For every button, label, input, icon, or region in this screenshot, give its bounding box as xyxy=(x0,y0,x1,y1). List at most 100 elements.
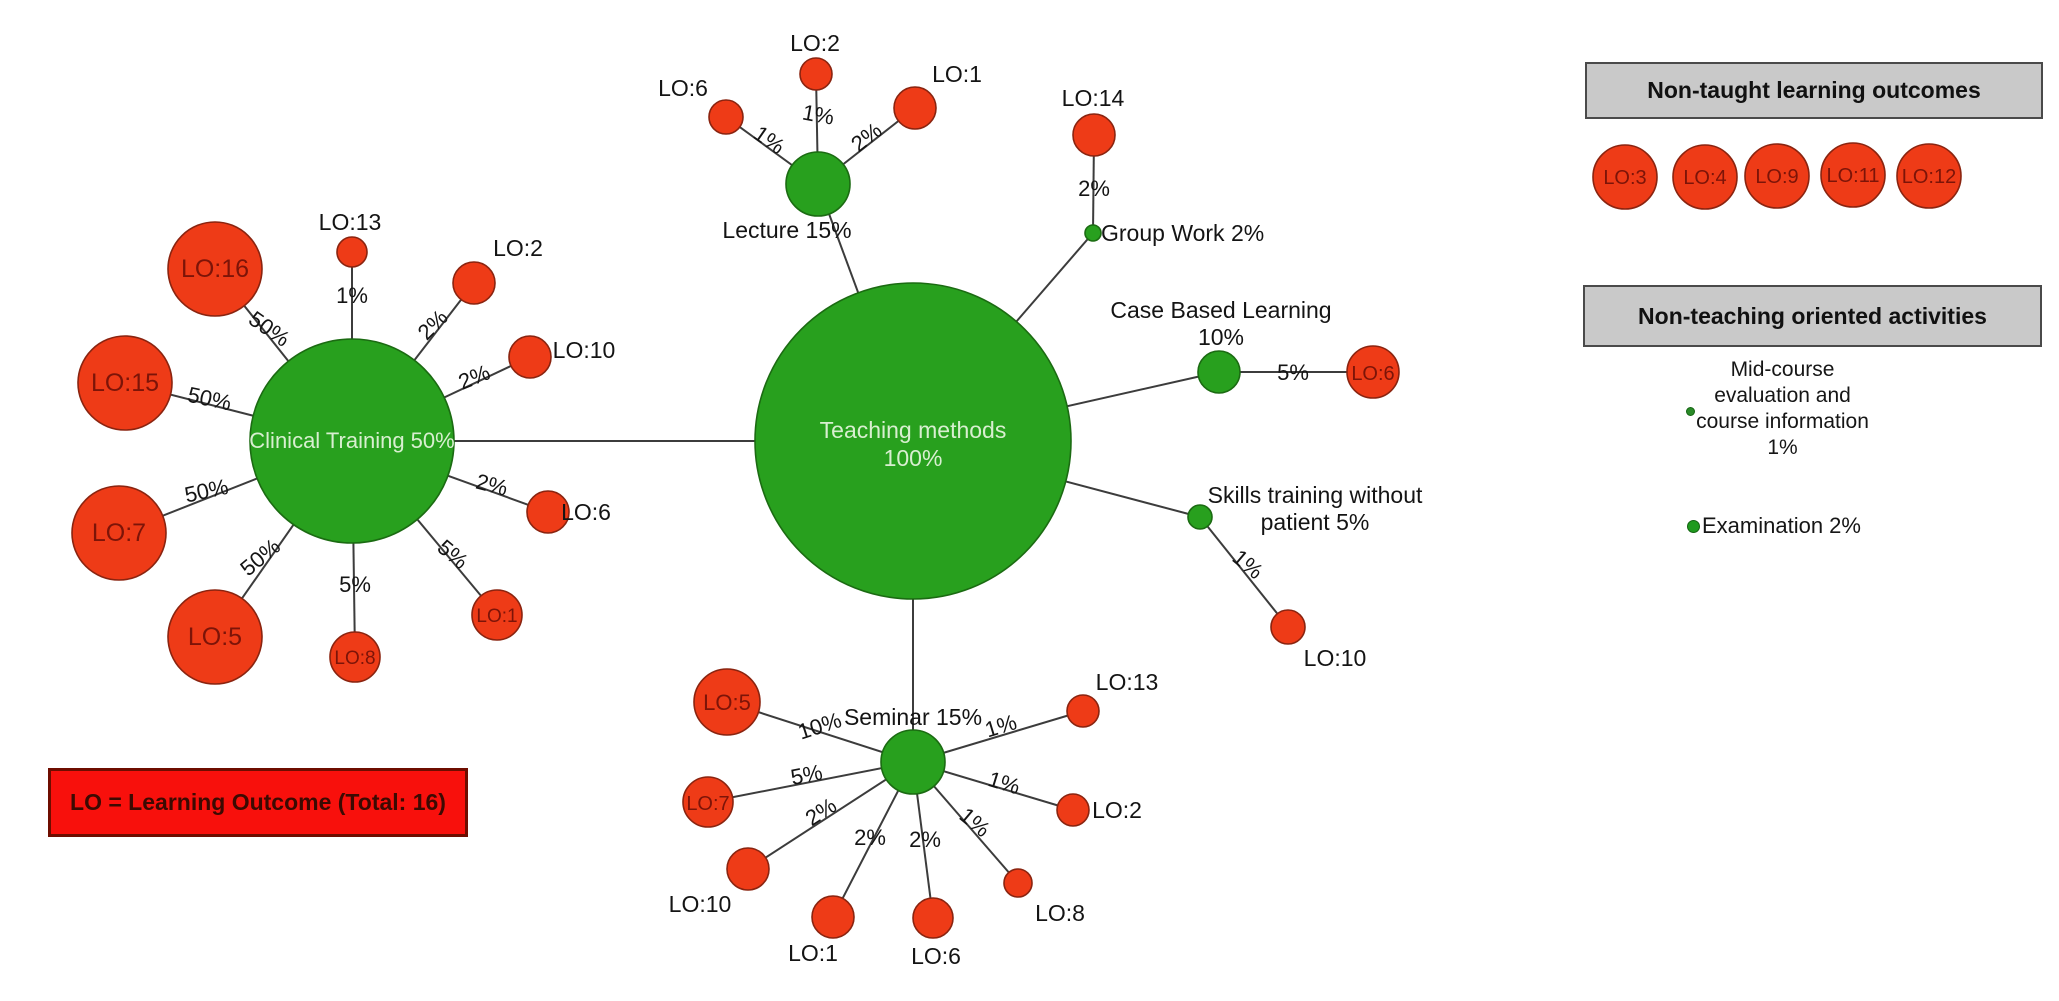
edge-percent-label-lecture-le2: 1% xyxy=(800,100,836,130)
node-ext-label-lecture: Lecture 15% xyxy=(722,217,851,243)
non-taught-circle-label-LO:4: LO:4 xyxy=(1683,167,1726,189)
edge-percent-label-clinical-cl13: 1% xyxy=(336,283,368,308)
edge-percent-label-clinical-cl2: 2% xyxy=(413,305,453,345)
node-circle-se7 xyxy=(682,776,734,828)
non-taught-circle-label-LO:11: LO:11 xyxy=(1827,165,1880,187)
node-ext-label-gw14: LO:14 xyxy=(1062,85,1125,111)
node-ext-label-se2: LO:2 xyxy=(1092,797,1142,823)
node-ext-label-se13: LO:13 xyxy=(1096,669,1159,695)
edge-skills-sk10 xyxy=(1199,516,1289,628)
non-taught-outcomes-title: Non-taught learning outcomes xyxy=(1647,77,1981,103)
lo-legend-text: LO = Learning Outcome (Total: 16) xyxy=(70,789,446,815)
node-circle-se1 xyxy=(811,895,855,939)
node-circle-casebased xyxy=(1197,350,1241,394)
edge-percent-label-seminar-se7: 5% xyxy=(789,759,825,790)
mid-course-line-2: evaluation and xyxy=(1714,384,1851,407)
node-ext-label-cl10: LO:10 xyxy=(553,337,616,363)
mid-course-evaluation-dot-icon xyxy=(1686,407,1695,416)
non-taught-outcomes-header: Non-taught learning outcomes xyxy=(1585,62,2043,119)
mid-course-line-1: Mid-course xyxy=(1730,358,1835,381)
node-ext-label-se6: LO:6 xyxy=(911,943,961,969)
node-ext-label-casebased: Case Based Learning 10% xyxy=(1110,297,1331,350)
edge-seminar-se7 xyxy=(707,761,914,803)
edge-percent-label-clinical-cl8: 5% xyxy=(339,572,371,597)
node-circle-groupwork xyxy=(1084,224,1102,242)
edge-percent-label-casebased-cb6: 5% xyxy=(1277,360,1309,385)
node-circle-cl7 xyxy=(71,485,167,581)
node-circle-cb6 xyxy=(1346,345,1400,399)
node-ext-label-seminar: Seminar 15% xyxy=(844,704,982,730)
mid-course-evaluation-item: Mid-course evaluation and course informa… xyxy=(1660,357,1905,461)
edge-percent-label-skills-sk10: 1% xyxy=(1228,544,1268,584)
node-circle-clinical xyxy=(249,338,455,544)
non-taught-circle-LO:11 xyxy=(1820,142,1886,208)
examination-dot-icon xyxy=(1687,520,1700,533)
node-circle-cl8 xyxy=(329,631,381,683)
edge-percent-label-seminar-se8: 1% xyxy=(955,802,995,842)
edge-percent-label-clinical-cl16: 50% xyxy=(244,306,294,352)
non-taught-circle-LO:3 xyxy=(1592,144,1658,210)
node-circle-sk10 xyxy=(1270,609,1306,645)
edge-percent-label-seminar-se10: 2% xyxy=(801,793,841,831)
node-inside-label-cl1: LO:1 xyxy=(476,606,517,627)
node-inside-label-cl5: LO:5 xyxy=(188,623,242,651)
edge-percent-label-clinical-cl1: 5% xyxy=(433,534,473,574)
edge-percent-label-clinical-cl7: 50% xyxy=(182,474,230,508)
node-inside-label-cl15: LO:15 xyxy=(91,369,159,397)
node-inside-label-se5: LO:5 xyxy=(703,690,751,715)
node-circle-gw14 xyxy=(1072,113,1116,157)
node-circle-le1 xyxy=(893,86,937,130)
edge-percent-label-lecture-le1: 2% xyxy=(846,117,886,156)
node-ext-label-se10: LO:10 xyxy=(669,891,732,917)
node-ext-label-cl6: LO:6 xyxy=(561,499,611,525)
edge-percent-label-seminar-se6: 2% xyxy=(909,827,941,852)
non-taught-circle-label-LO:9: LO:9 xyxy=(1755,166,1798,188)
non-teaching-activities-header: Non-teaching oriented activities xyxy=(1583,285,2042,347)
node-ext-label-skills: Skills training without patient 5% xyxy=(1208,482,1423,535)
non-taught-circle-label-LO:3: LO:3 xyxy=(1603,167,1646,189)
node-circle-se8 xyxy=(1003,868,1033,898)
non-teaching-activities-title: Non-teaching oriented activities xyxy=(1638,302,1987,329)
node-circle-se10 xyxy=(726,847,770,891)
node-circle-le6 xyxy=(708,99,744,135)
node-ext-label-groupwork: Group Work 2% xyxy=(1101,220,1264,246)
node-ext-label-cl13: LO:13 xyxy=(319,209,382,235)
node-circle-se2 xyxy=(1056,793,1090,827)
edge-percent-label-seminar-se2: 1% xyxy=(985,766,1023,799)
non-taught-circle-label-LO:12: LO:12 xyxy=(1902,166,1956,188)
node-inside-label-cl7: LO:7 xyxy=(92,519,146,547)
node-ext-label-le6: LO:6 xyxy=(658,75,708,101)
node-circle-le2 xyxy=(799,57,833,91)
node-circle-cl6 xyxy=(526,490,570,534)
node-circle-se6 xyxy=(912,897,954,939)
node-circle-cl15 xyxy=(77,335,173,431)
node-inside-label-cl16: LO:16 xyxy=(181,255,249,283)
non-taught-circle-LO:12 xyxy=(1896,143,1962,209)
edge-percent-label-clinical-cl6: 2% xyxy=(473,469,510,501)
mid-course-line-4: 1% xyxy=(1767,436,1798,459)
node-circle-se13 xyxy=(1066,694,1100,728)
non-taught-circle-LO:9 xyxy=(1744,143,1810,209)
node-circle-cl13 xyxy=(336,236,368,268)
node-circle-cl2 xyxy=(452,261,496,305)
node-circle-skills xyxy=(1187,504,1213,530)
node-ext-label-sk10: LO:10 xyxy=(1304,645,1367,671)
node-circle-cl10 xyxy=(508,335,552,379)
node-ext-label-le2: LO:2 xyxy=(790,30,840,56)
node-ext-label-cl2: LO:2 xyxy=(493,235,543,261)
edge-percent-label-seminar-se5: 10% xyxy=(795,707,845,744)
edge-percent-label-lecture-le6: 1% xyxy=(749,120,789,159)
node-circle-teaching xyxy=(754,282,1072,600)
node-inside-label-cb6: LO:6 xyxy=(1351,363,1394,385)
edge-percent-label-seminar-se13: 1% xyxy=(982,709,1020,742)
examination-item: Examination 2% xyxy=(1702,513,1861,538)
node-ext-label-le1: LO:1 xyxy=(932,61,982,87)
node-circle-cl5 xyxy=(167,589,263,685)
node-circle-cl1 xyxy=(471,589,523,641)
node-inside-label-cl8: LO:8 xyxy=(334,648,375,669)
lo-legend-box: LO = Learning Outcome (Total: 16) xyxy=(48,768,468,837)
non-taught-circle-LO:4 xyxy=(1672,144,1738,210)
node-circle-se5 xyxy=(693,668,761,736)
